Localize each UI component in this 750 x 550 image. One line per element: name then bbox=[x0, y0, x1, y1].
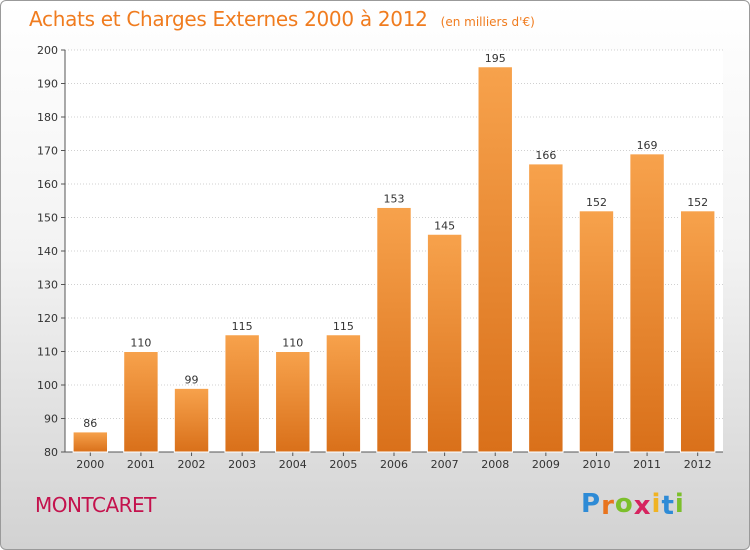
bar bbox=[173, 387, 210, 453]
data-label: 169 bbox=[637, 139, 658, 152]
title-row: Achats et Charges Externes 2000 à 2012 (… bbox=[29, 7, 535, 31]
y-tick-label: 170 bbox=[37, 145, 58, 158]
bar bbox=[224, 334, 260, 453]
bar bbox=[426, 233, 463, 453]
logo-letter: i bbox=[674, 489, 685, 519]
x-tick-label: 2001 bbox=[127, 458, 155, 471]
x-tick-label: 2006 bbox=[380, 458, 408, 471]
data-label: 110 bbox=[282, 337, 303, 350]
logo-letter: r bbox=[601, 491, 615, 521]
y-tick-label: 200 bbox=[37, 44, 58, 57]
x-tick-label: 2007 bbox=[431, 458, 459, 471]
y-tick-label: 190 bbox=[37, 78, 58, 91]
proxiti-logo: Proxiti bbox=[581, 489, 685, 521]
x-tick-label: 2002 bbox=[178, 458, 206, 471]
data-label: 145 bbox=[434, 219, 455, 232]
bar bbox=[528, 163, 564, 453]
bar bbox=[325, 334, 362, 453]
logo-letter: t bbox=[661, 491, 675, 521]
bar bbox=[72, 431, 109, 453]
data-label: 115 bbox=[232, 320, 253, 333]
y-tick-label: 120 bbox=[37, 312, 58, 325]
bar-layer: 86 110 99 115 110 115 153 145 195 166 152 169 152 bbox=[72, 52, 716, 453]
x-tick-label: 2011 bbox=[633, 458, 661, 471]
x-tick-label: 2012 bbox=[684, 458, 712, 471]
y-tick-label: 140 bbox=[37, 245, 58, 258]
logo-letter: i bbox=[651, 489, 662, 519]
x-tick-label: 2008 bbox=[481, 458, 509, 471]
chart-title: Achats et Charges Externes 2000 à 2012 bbox=[29, 7, 428, 31]
bar bbox=[679, 210, 716, 453]
bar bbox=[123, 351, 159, 453]
y-tick-label: 180 bbox=[37, 111, 58, 124]
data-label: 99 bbox=[185, 373, 199, 386]
logo-letter: P bbox=[581, 489, 602, 519]
bar bbox=[275, 351, 311, 453]
y-tick-label: 160 bbox=[37, 178, 58, 191]
x-tick-label: 2010 bbox=[582, 458, 610, 471]
x-tick-label: 2000 bbox=[76, 458, 104, 471]
bar bbox=[578, 210, 615, 453]
y-tick-label: 90 bbox=[44, 413, 58, 426]
y-tick-label: 110 bbox=[37, 346, 58, 359]
data-label: 166 bbox=[535, 149, 556, 162]
location-label: MONTCARET bbox=[35, 493, 156, 517]
data-label: 152 bbox=[687, 196, 708, 209]
data-label: 153 bbox=[384, 192, 405, 205]
y-tick-label: 100 bbox=[37, 379, 58, 392]
x-tick-label: 2004 bbox=[279, 458, 307, 471]
logo-letter: x bbox=[633, 491, 652, 521]
y-tick-label: 80 bbox=[44, 446, 58, 459]
axis-layer: 80 90 100 110 120 130 140 150 160 170 180 190 200 200… bbox=[37, 44, 723, 471]
y-tick-label: 130 bbox=[37, 279, 58, 292]
x-tick-label: 2005 bbox=[329, 458, 357, 471]
data-label: 110 bbox=[130, 337, 151, 350]
data-label: 86 bbox=[83, 417, 97, 430]
data-label: 152 bbox=[586, 196, 607, 209]
bar bbox=[376, 206, 412, 453]
logo-letter: o bbox=[614, 489, 634, 519]
x-tick-label: 2009 bbox=[532, 458, 560, 471]
x-tick-label: 2003 bbox=[228, 458, 256, 471]
bar bbox=[477, 66, 513, 453]
bar bbox=[629, 153, 665, 453]
data-label: 195 bbox=[485, 52, 506, 65]
data-label: 115 bbox=[333, 320, 354, 333]
unit-note: (en milliers d'€) bbox=[440, 15, 535, 29]
y-tick-label: 150 bbox=[37, 212, 58, 225]
